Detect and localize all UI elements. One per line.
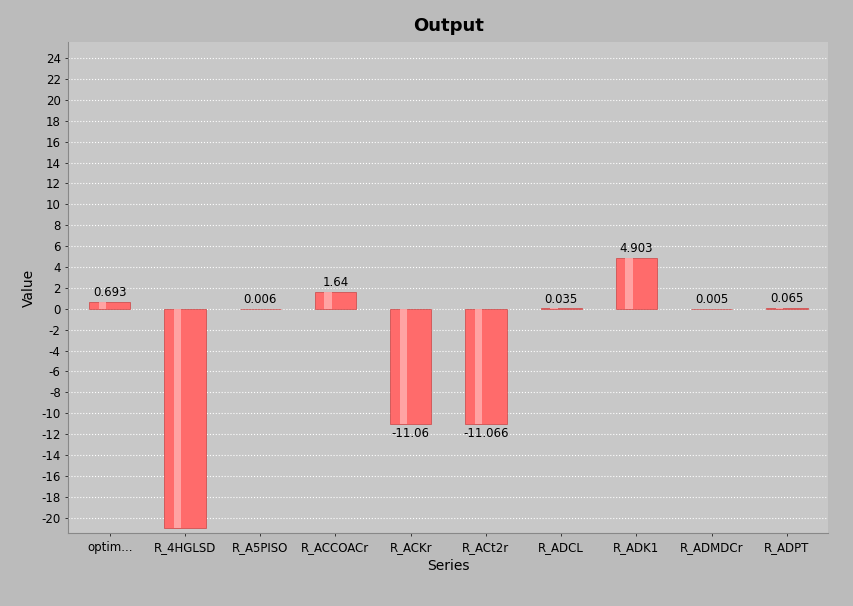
Bar — [474, 308, 482, 424]
Text: 1.64: 1.64 — [322, 276, 348, 289]
Bar — [465, 308, 506, 424]
Text: -11.066: -11.066 — [462, 427, 508, 441]
Text: 0.693: 0.693 — [93, 286, 126, 299]
Bar — [164, 308, 206, 528]
Bar — [615, 258, 657, 308]
Bar — [624, 258, 632, 308]
Bar — [399, 308, 407, 424]
Text: 0.065: 0.065 — [769, 293, 803, 305]
Bar — [390, 308, 431, 424]
Title: Output: Output — [413, 18, 483, 35]
Text: 0.006: 0.006 — [243, 293, 276, 306]
X-axis label: Series: Series — [426, 559, 469, 573]
Text: 4.903: 4.903 — [619, 242, 653, 255]
Y-axis label: Value: Value — [21, 269, 36, 307]
Bar — [324, 291, 331, 308]
Bar — [89, 302, 131, 308]
Bar — [98, 302, 106, 308]
Text: 0.005: 0.005 — [694, 293, 728, 306]
Text: 0.035: 0.035 — [544, 293, 577, 306]
Bar — [173, 308, 181, 528]
Text: -11.06: -11.06 — [392, 427, 429, 441]
Bar — [315, 291, 356, 308]
